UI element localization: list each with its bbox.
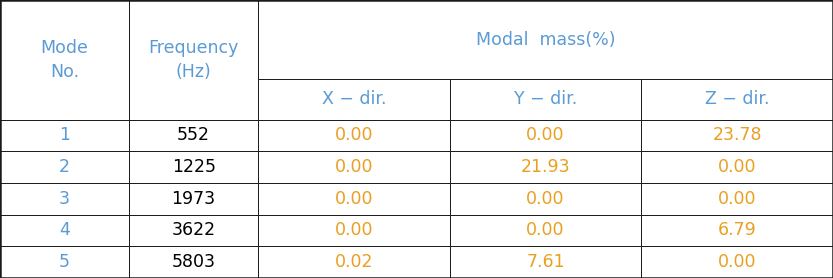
Bar <box>0 120 129 151</box>
Text: 2: 2 <box>59 158 70 176</box>
Text: 3: 3 <box>59 190 70 208</box>
Bar <box>450 246 641 278</box>
Bar <box>450 79 641 120</box>
Text: 0.00: 0.00 <box>718 253 756 271</box>
Bar <box>641 215 833 246</box>
Text: 0.00: 0.00 <box>526 126 565 144</box>
Text: 3622: 3622 <box>172 222 216 239</box>
Text: 0.00: 0.00 <box>526 222 565 239</box>
Bar <box>129 246 258 278</box>
Bar <box>0 0 129 120</box>
Text: Modal  mass(%): Modal mass(%) <box>476 31 616 49</box>
Bar <box>129 120 258 151</box>
Text: Z − dir.: Z − dir. <box>705 90 770 108</box>
Text: 6.79: 6.79 <box>718 222 756 239</box>
Text: Y − dir.: Y − dir. <box>514 90 577 108</box>
Text: 0.00: 0.00 <box>335 126 373 144</box>
Bar <box>258 215 450 246</box>
Bar <box>0 215 129 246</box>
Text: 0.00: 0.00 <box>718 158 756 176</box>
Text: 1225: 1225 <box>172 158 216 176</box>
Text: 5: 5 <box>59 253 70 271</box>
Bar <box>258 79 450 120</box>
Text: 552: 552 <box>177 126 210 144</box>
Bar <box>258 0 833 79</box>
Bar <box>0 246 129 278</box>
Text: 1973: 1973 <box>172 190 216 208</box>
Bar <box>450 120 641 151</box>
Bar <box>258 183 450 215</box>
Text: 1: 1 <box>59 126 70 144</box>
Bar <box>129 151 258 183</box>
Bar <box>0 151 129 183</box>
Text: 0.02: 0.02 <box>335 253 373 271</box>
Text: 0.00: 0.00 <box>526 190 565 208</box>
Text: 5803: 5803 <box>172 253 216 271</box>
Bar <box>641 246 833 278</box>
Text: 7.61: 7.61 <box>526 253 565 271</box>
Bar <box>129 183 258 215</box>
Bar <box>641 79 833 120</box>
Text: 23.78: 23.78 <box>712 126 762 144</box>
Bar <box>129 0 258 120</box>
Bar <box>129 215 258 246</box>
Text: 21.93: 21.93 <box>521 158 571 176</box>
Text: X − dir.: X − dir. <box>322 90 387 108</box>
Bar <box>450 151 641 183</box>
Text: 0.00: 0.00 <box>335 222 373 239</box>
Text: 4: 4 <box>59 222 70 239</box>
Bar <box>641 120 833 151</box>
Text: 0.00: 0.00 <box>718 190 756 208</box>
Bar <box>0 183 129 215</box>
Bar <box>258 246 450 278</box>
Bar <box>258 120 450 151</box>
Bar <box>450 215 641 246</box>
Text: Frequency
(Hz): Frequency (Hz) <box>148 39 239 81</box>
Bar <box>258 151 450 183</box>
Bar <box>641 151 833 183</box>
Bar <box>641 183 833 215</box>
Text: Mode
No.: Mode No. <box>41 39 88 81</box>
Text: 0.00: 0.00 <box>335 190 373 208</box>
Text: 0.00: 0.00 <box>335 158 373 176</box>
Bar <box>450 183 641 215</box>
